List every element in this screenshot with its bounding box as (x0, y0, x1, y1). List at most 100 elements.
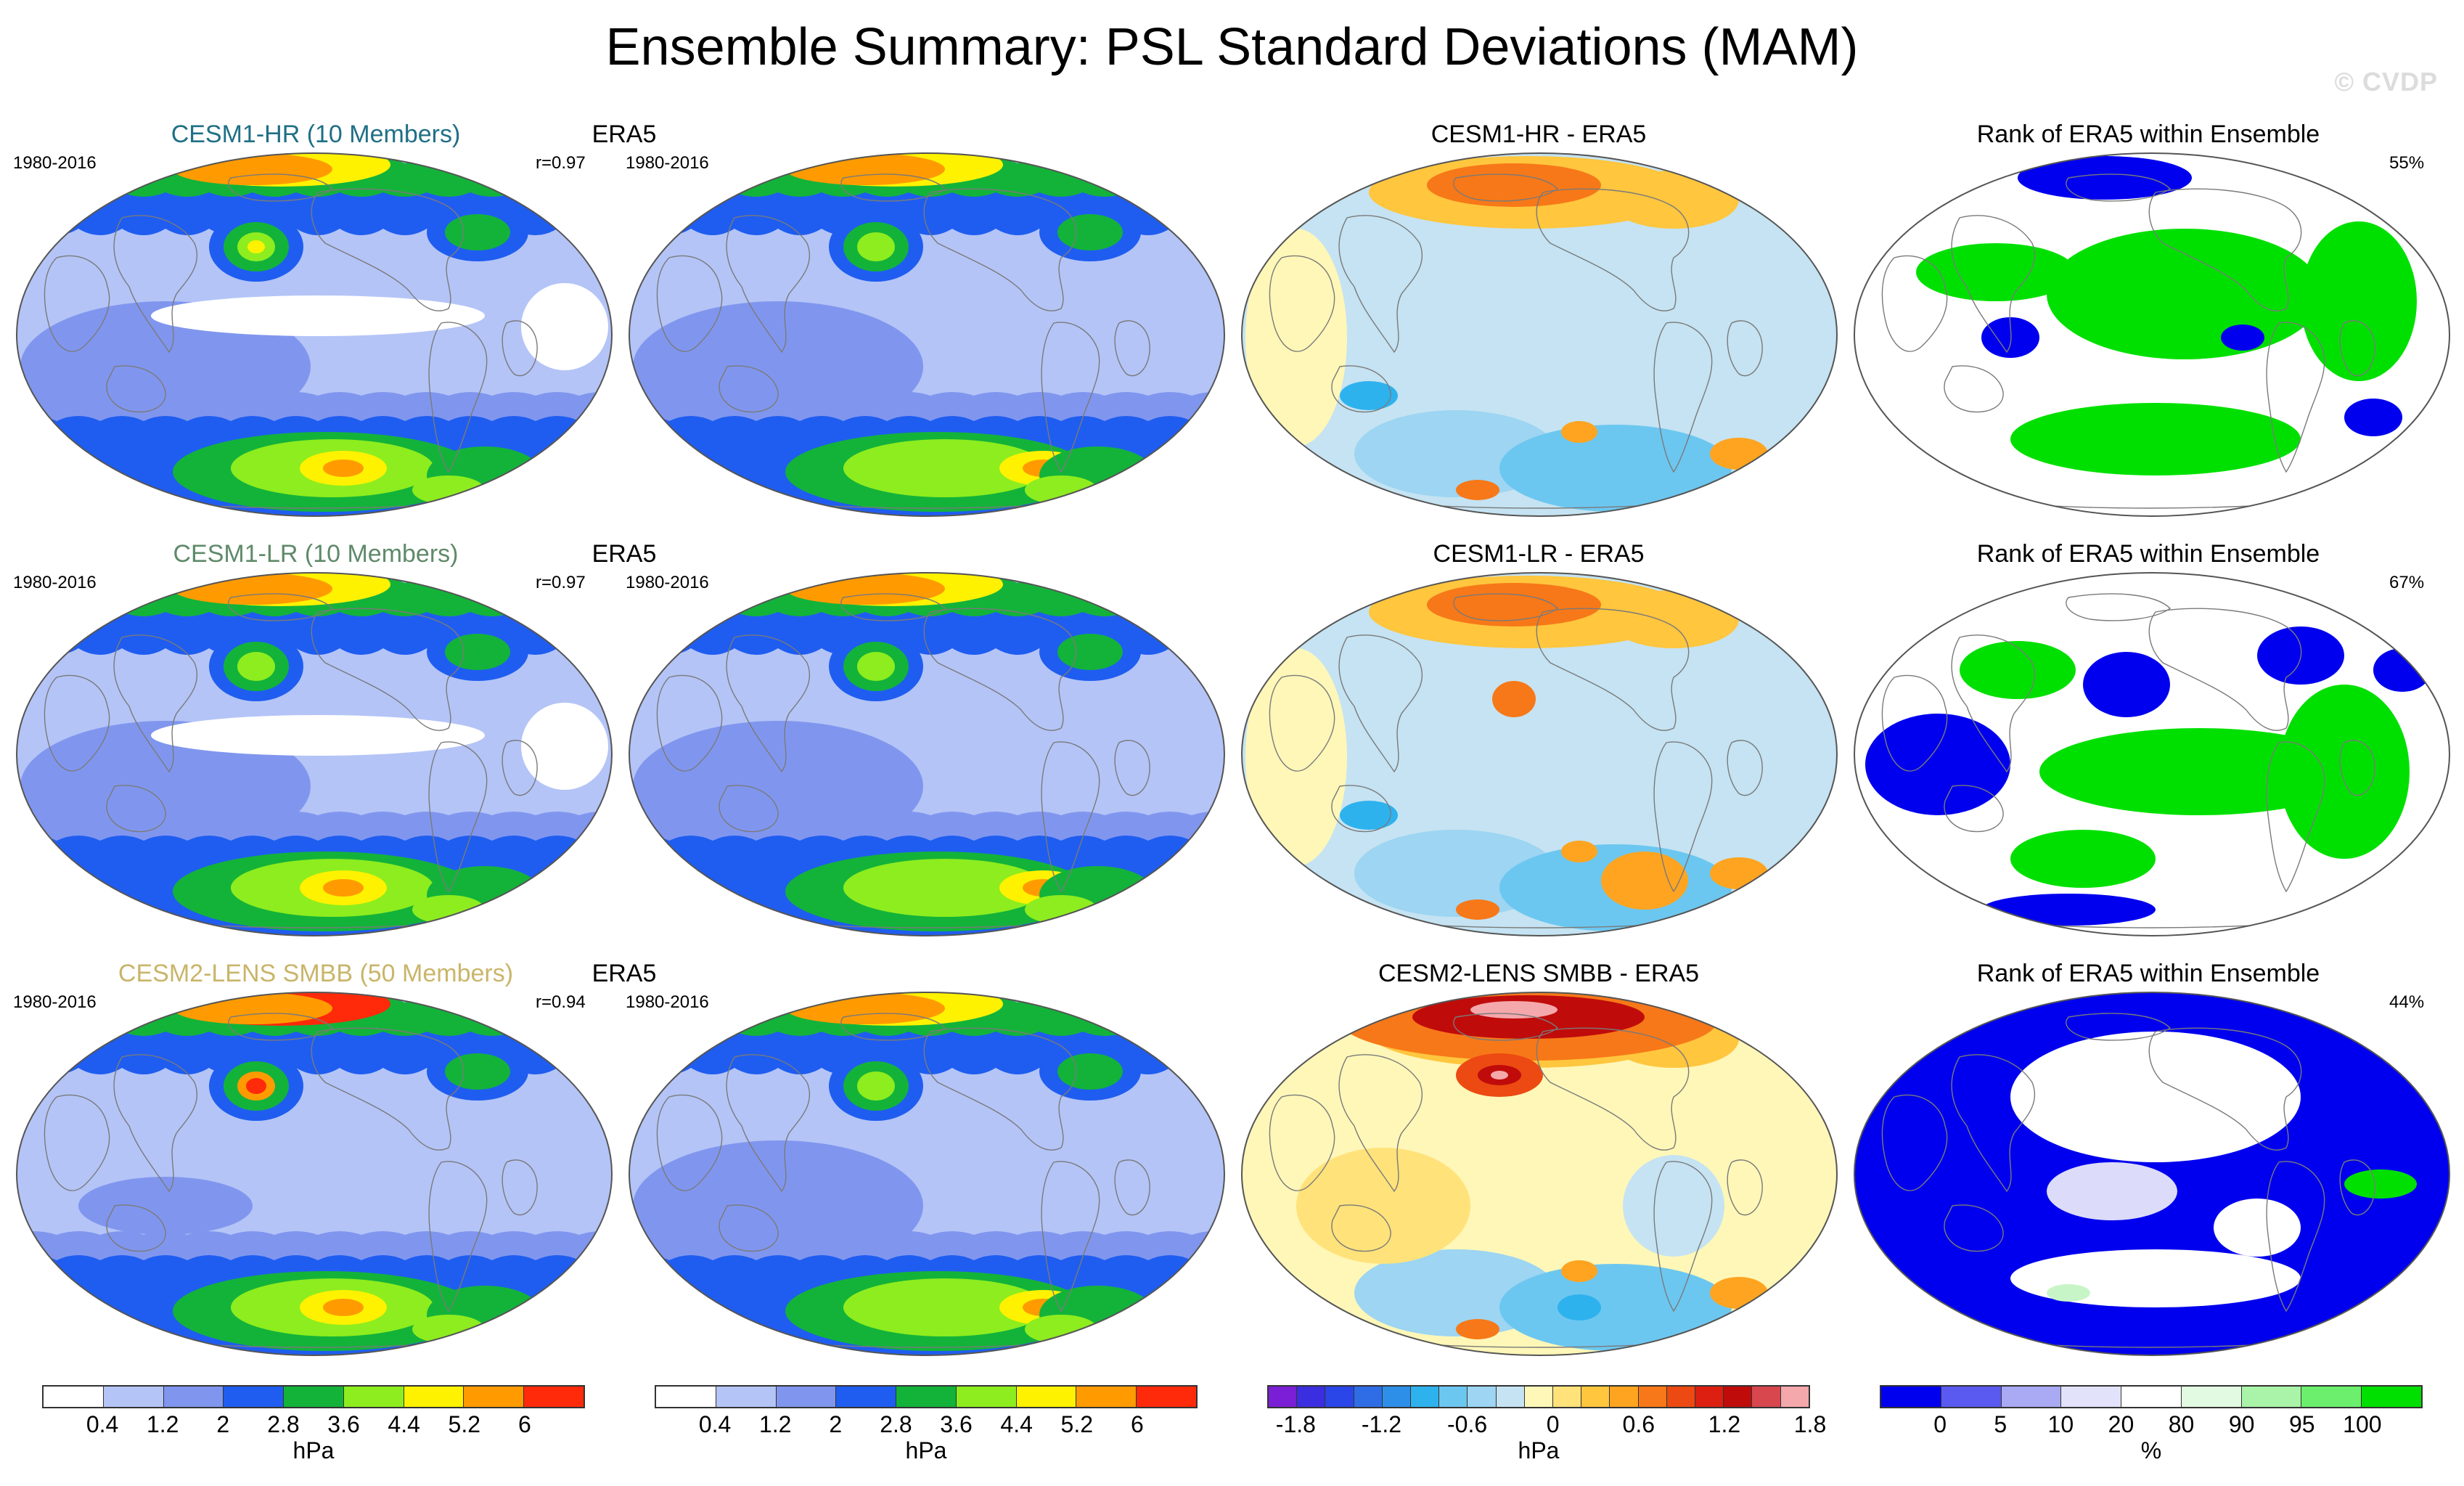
colorbar-std-ensemble (42, 1385, 585, 1408)
map-rank-row3 (1853, 992, 2451, 1356)
panel-title-ensemble-row3: CESM2-LENS SMBB (50 Members) (118, 960, 514, 987)
coastline (2066, 173, 2172, 202)
contour-arctic-max (173, 153, 332, 185)
colorbar-swatch (284, 1387, 344, 1407)
coastline (2339, 320, 2375, 377)
coastline (428, 1161, 488, 1313)
colorbar-swatch (1780, 1387, 1809, 1407)
colorbar-tick-label: -1.2 (1361, 1411, 1402, 1437)
coastline (726, 215, 811, 354)
rank-low-region (1981, 894, 2156, 926)
colorbar-swatch (1354, 1387, 1383, 1407)
contour-pacific-low (237, 652, 275, 681)
coastline (840, 1013, 946, 1041)
coastline (113, 1054, 198, 1193)
contour-pacific-low (857, 1071, 895, 1101)
map-outline (1853, 992, 2451, 1356)
rank-high-region (2344, 1169, 2417, 1199)
contour-pacific-low (246, 1078, 266, 1094)
watermark: © CVDP (2334, 67, 2438, 97)
coastline (1331, 365, 1391, 413)
rank-percentage: 55% (2389, 153, 2425, 173)
colorbar-tick-label: 80 (2168, 1411, 2195, 1437)
colorbar-tick-label: 5.2 (448, 1411, 481, 1437)
panel-title-obs-row2: ERA5 (592, 540, 657, 568)
contour-southern-max (843, 439, 1047, 497)
coastline (1944, 1204, 2004, 1252)
contour-positive (1710, 438, 1768, 470)
contour-southern-max (843, 1278, 1047, 1336)
coastline (1041, 741, 1100, 893)
colorbar-swatch (1610, 1387, 1639, 1407)
coastline (1653, 1161, 1713, 1313)
panel-title-ensemble-row2: CESM1-LR (10 Members) (173, 540, 459, 568)
colorbar-unit-label: % (2140, 1437, 2162, 1463)
rank-low-region (2373, 648, 2431, 692)
contour-positive (1491, 1071, 1508, 1079)
coastline (228, 593, 334, 621)
contour-arctic-max (173, 573, 332, 605)
coastline (2266, 741, 2325, 893)
map-outline (1240, 152, 1838, 517)
rank-percentage: 44% (2389, 992, 2425, 1012)
coastline (923, 608, 1077, 731)
coastline (2266, 1161, 2325, 1313)
coastline (311, 608, 464, 731)
contour-southern-max (323, 460, 364, 477)
coastline (840, 593, 946, 621)
colorbar-tick-label: -1.8 (1275, 1411, 1316, 1437)
colorbar-tick-label: -0.6 (1447, 1411, 1488, 1437)
map-field (1854, 153, 2449, 516)
coastline (656, 674, 723, 772)
coastline (923, 188, 1077, 311)
rank-high-region (2039, 728, 2359, 815)
colorbar-swatch (1638, 1387, 1667, 1407)
contour-southern-max (1025, 475, 1097, 505)
coastline (2066, 593, 2172, 621)
colorbar-tick-label: 2 (216, 1411, 230, 1437)
coastline (502, 320, 538, 377)
contour-positive (1456, 899, 1499, 920)
colorbar-tick-label: 0 (1546, 1411, 1560, 1437)
colorbar-tick-label: 95 (2288, 1411, 2315, 1437)
coastline (1114, 1159, 1150, 1216)
colorbar-swatch (1695, 1387, 1724, 1407)
coastline (923, 1027, 1077, 1151)
colorbar-unit-label: hPa (292, 1437, 335, 1463)
contour-tropics-min (151, 715, 485, 756)
contour-positive (1245, 648, 1347, 866)
rank-mid-region (2214, 1199, 2301, 1257)
coastline (1951, 1054, 2036, 1193)
contour-southern-max (323, 1299, 364, 1316)
coastline (1944, 365, 2004, 413)
coastline (44, 1094, 110, 1191)
coastline (311, 1027, 464, 1151)
map-field (1242, 153, 1837, 516)
colorbar-swatch (1496, 1387, 1525, 1407)
rank-high-region (1916, 243, 2076, 301)
colorbar-unit-label: hPa (905, 1437, 947, 1463)
colorbar-swatch (2121, 1387, 2182, 1407)
colorbar-swatch (1439, 1387, 1468, 1407)
page-title: Ensemble Summary: PSL Standard Deviation… (605, 18, 1859, 76)
contour-southern-max (323, 879, 364, 897)
colorbar-tick-label: 6 (517, 1411, 531, 1437)
panel-title-diff-row2: CESM1-LR - ERA5 (1433, 540, 1645, 568)
colorbar-swatch (2362, 1387, 2422, 1407)
colorbar-swatch (464, 1387, 525, 1407)
colorbar-swatch (2001, 1387, 2062, 1407)
map-field (17, 992, 612, 1355)
contour-southern-max (412, 895, 485, 924)
coastline (1881, 674, 1948, 772)
colorbar-tick-label: 6 (1130, 1411, 1144, 1437)
contour-negative (1558, 1294, 1601, 1320)
map-field (629, 153, 1224, 516)
colorbar-tick-label: 4.4 (388, 1411, 420, 1437)
map-ensemble-std-row3 (15, 992, 613, 1356)
contour-positive (1601, 852, 1688, 910)
coastline (1536, 608, 1690, 731)
colorbar-rank (1880, 1385, 2423, 1408)
map-field (1242, 573, 1837, 936)
map-diff-row1 (1240, 152, 1838, 517)
colorbar-tick-label: 0.4 (698, 1411, 732, 1437)
